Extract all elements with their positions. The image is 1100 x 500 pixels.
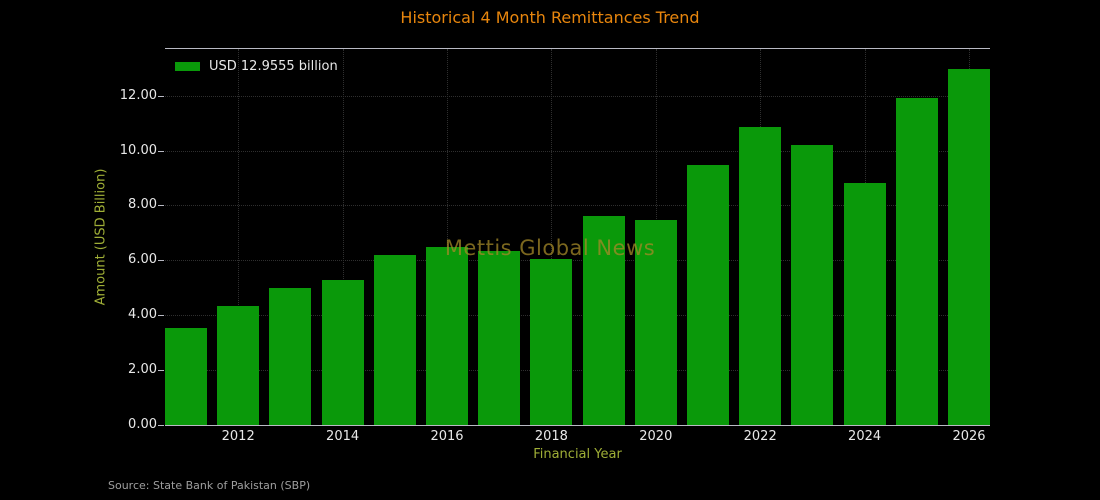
bar-2013 <box>269 288 312 425</box>
bar-2025 <box>895 98 938 425</box>
y-tick-label: 4.00 <box>128 307 157 323</box>
x-gridline <box>342 49 344 425</box>
y-tick-mark <box>158 95 164 97</box>
chart-title: Historical 4 Month Remittances Trend <box>400 8 700 27</box>
y-gridline <box>165 150 990 152</box>
bar-2026 <box>948 69 990 425</box>
y-gridline <box>165 205 990 207</box>
x-tick-label: 2020 <box>639 429 673 444</box>
bar-2012 <box>217 305 260 425</box>
x-axis-title: Financial Year <box>533 447 622 462</box>
bar-2024 <box>843 183 886 425</box>
x-tick-label: 2016 <box>430 429 464 444</box>
y-tick-mark <box>158 205 164 207</box>
bar-2020 <box>634 220 677 425</box>
y-gridline <box>165 95 990 97</box>
x-gridline <box>238 49 240 425</box>
y-tick-mark <box>158 425 164 426</box>
legend: USD 12.9555 billion <box>175 60 338 73</box>
plot-area: USD 12.9555 billion <box>165 48 990 426</box>
bar-2016 <box>426 246 468 425</box>
y-tick-label: 6.00 <box>128 252 157 268</box>
y-tick-label: 0.00 <box>128 417 157 432</box>
bar-2018 <box>530 258 573 425</box>
x-tick-label: 2018 <box>534 429 568 444</box>
y-tick-mark <box>158 260 164 262</box>
y-gridline <box>165 370 990 372</box>
y-tick-label: 10.00 <box>119 142 157 158</box>
x-tick-label: 2024 <box>848 429 882 444</box>
y-tick-label: 2.00 <box>128 362 157 378</box>
bar-2023 <box>791 145 834 425</box>
x-gridline <box>551 49 553 425</box>
legend-swatch-icon <box>175 62 200 71</box>
y-gridline <box>165 315 990 317</box>
y-tick-mark <box>158 315 164 317</box>
legend-label: USD 12.9555 billion <box>209 59 338 74</box>
bar-2011 <box>165 328 207 425</box>
bar-2022 <box>739 127 782 425</box>
y-tick-mark <box>158 150 164 152</box>
x-tick-label: 2026 <box>952 429 986 444</box>
y-tick-label: 12.00 <box>119 87 157 103</box>
x-tick-label: 2012 <box>221 429 255 444</box>
bar-2021 <box>687 164 729 425</box>
source-note: Source: State Bank of Pakistan (SBP) <box>108 479 311 492</box>
bar-2017 <box>478 250 521 425</box>
bar-2014 <box>321 280 364 425</box>
y-axis-title: Amount (USD Billion) <box>93 168 109 306</box>
x-gridline <box>447 49 448 425</box>
bar-2015 <box>373 254 416 425</box>
bar-2019 <box>582 216 625 425</box>
y-tick-mark <box>158 370 164 372</box>
y-tick-label: 8.00 <box>128 197 157 213</box>
x-tick-label: 2022 <box>743 429 777 444</box>
y-gridline <box>165 260 990 262</box>
x-tick-label: 2014 <box>326 429 360 444</box>
